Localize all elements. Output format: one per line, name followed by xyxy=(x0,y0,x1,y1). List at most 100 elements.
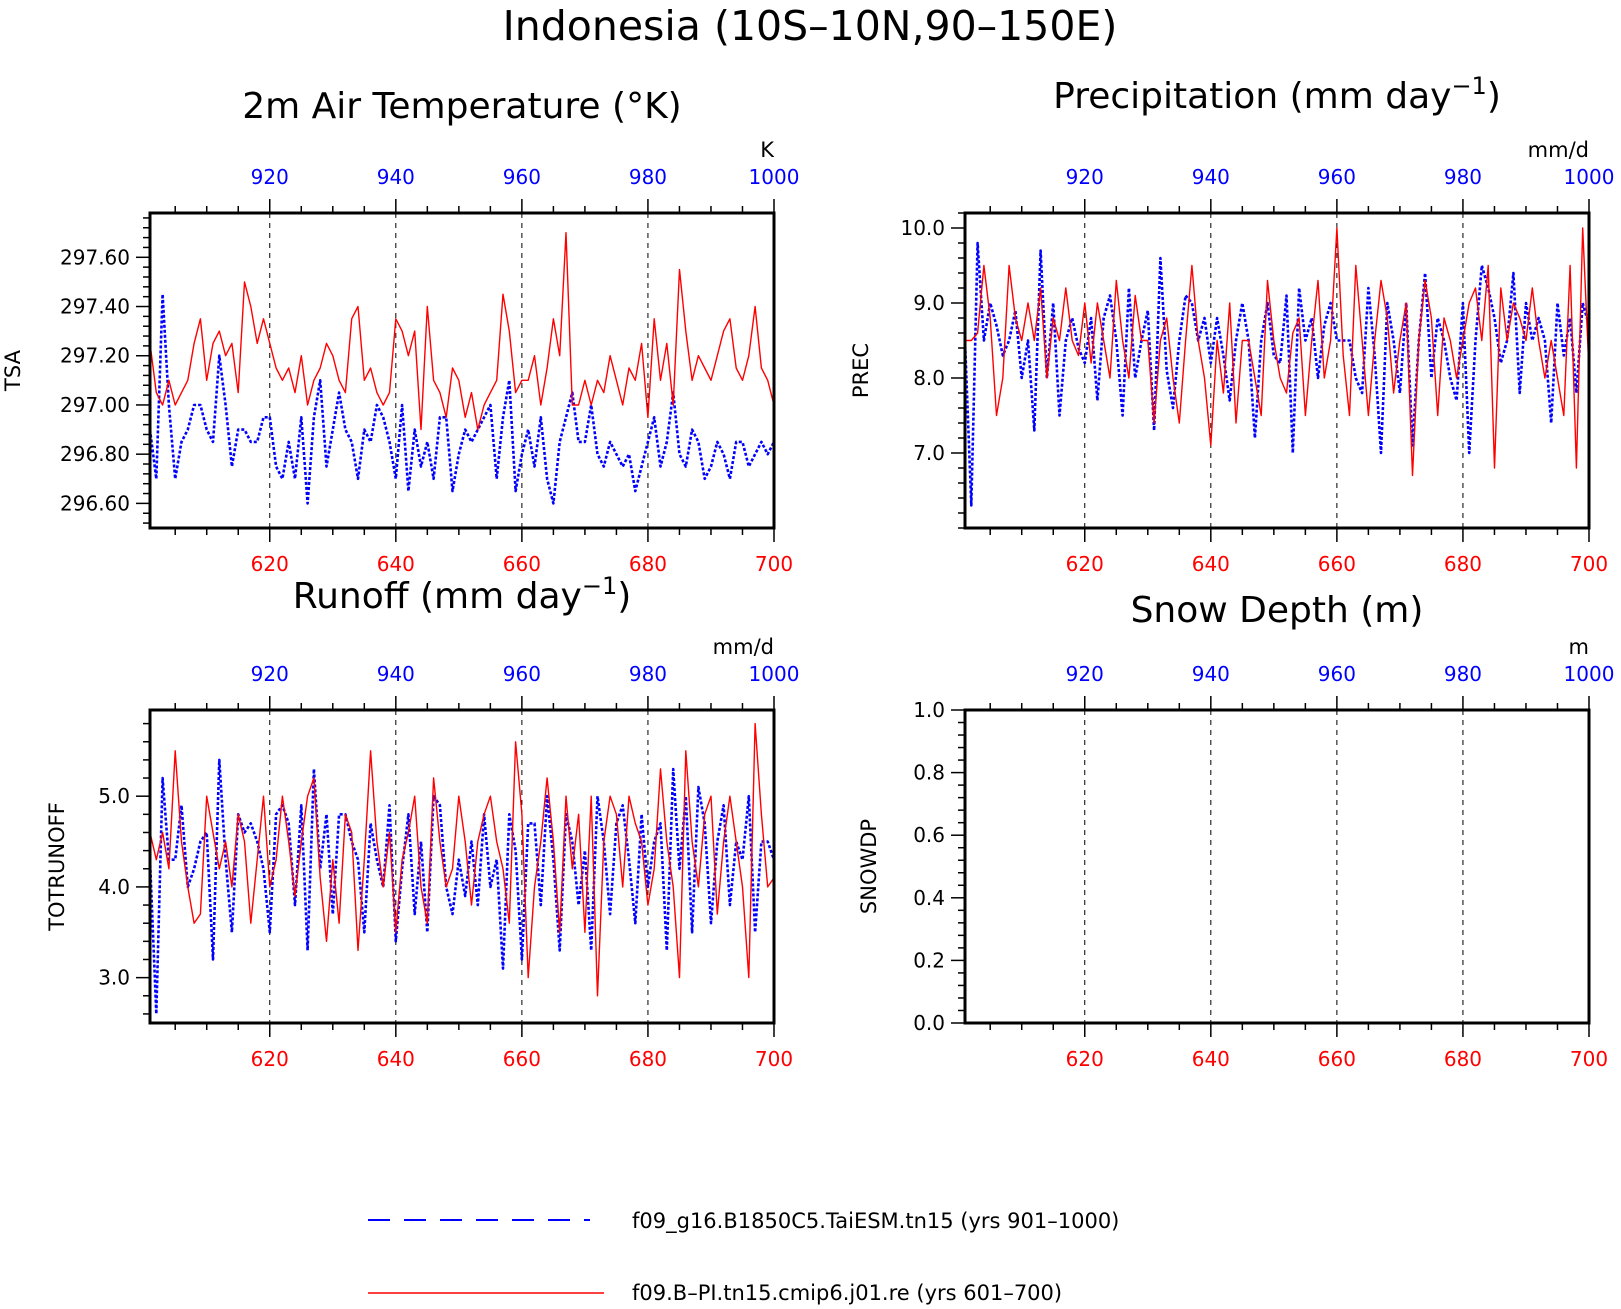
x-top-tick-label: 920 xyxy=(1066,662,1104,686)
x-top-tick-label: 980 xyxy=(629,662,667,686)
x-bottom-tick-label: 620 xyxy=(1066,552,1104,576)
panel-4: Snow Depth (m) m SNOWDP 620 640 660 680 700 920 9… xyxy=(857,590,1614,1071)
x-top-tick-label: 940 xyxy=(1192,662,1230,686)
y-tick-label: 0.6 xyxy=(913,823,945,847)
plot-area xyxy=(965,227,1589,507)
x-bottom-tick-label: 620 xyxy=(1066,1047,1104,1071)
unit-label: m xyxy=(1569,635,1589,659)
panel-title-end: ) xyxy=(1487,76,1501,117)
y-tick-label: 297.60 xyxy=(60,245,130,269)
x-top-tick-label: 960 xyxy=(1318,165,1356,189)
x-top-tick-label: 980 xyxy=(1444,165,1482,189)
y-tick-label: 297.20 xyxy=(60,344,130,368)
y-tick-label: 0.0 xyxy=(913,1011,945,1035)
x-bottom-tick-label: 700 xyxy=(755,552,793,576)
panel-title-superscript: −1 xyxy=(1451,72,1486,100)
x-bottom-tick-label: 660 xyxy=(1318,1047,1356,1071)
panel-title: Precipitation (mm day−1) xyxy=(1053,72,1501,117)
x-top-tick-label: 940 xyxy=(377,662,415,686)
plot-frame xyxy=(148,708,776,1025)
panel-title: Snow Depth (m) xyxy=(1131,590,1424,631)
x-bottom-tick-label: 660 xyxy=(1318,552,1356,576)
x-bottom-tick-label: 640 xyxy=(1192,1047,1230,1071)
y-tick-label: 0.2 xyxy=(913,948,945,972)
y-axis-label: TOTRUNOFF xyxy=(45,802,69,932)
panel-1: 2m Air Temperature (°K) K TSA 620 640 660 680 7… xyxy=(1,86,799,576)
series-line-taiesm xyxy=(150,758,774,1016)
series-line-taiesm xyxy=(150,292,774,505)
x-bottom-tick-label: 680 xyxy=(1444,1047,1482,1071)
x-top-tick-label: 1000 xyxy=(749,165,800,189)
x-bottom-tick-label: 660 xyxy=(503,552,541,576)
x-top-tick-label: 1000 xyxy=(1564,662,1615,686)
x-top-tick-label: 940 xyxy=(377,165,415,189)
x-bottom-tick-label: 620 xyxy=(251,1047,289,1071)
legend-label-1: f09_g16.B1850C5.TaiESM.tn15 (yrs 901–100… xyxy=(632,1209,1119,1234)
y-tick-label: 3.0 xyxy=(98,966,130,990)
x-bottom-tick-label: 640 xyxy=(1192,552,1230,576)
y-tick-label: 5.0 xyxy=(98,784,130,808)
x-bottom-tick-label: 640 xyxy=(377,1047,415,1071)
series-line-taiesm xyxy=(965,241,1589,507)
x-top-tick-label: 980 xyxy=(1444,662,1482,686)
x-bottom-tick-label: 660 xyxy=(503,1047,541,1071)
y-tick-label: 0.8 xyxy=(913,761,945,785)
y-tick-label: 296.60 xyxy=(60,491,130,515)
x-top-tick-label: 960 xyxy=(1318,662,1356,686)
x-bottom-tick-label: 700 xyxy=(1570,1047,1608,1071)
x-top-tick-label: 1000 xyxy=(749,662,800,686)
panel-title: Runoff (mm day−1) xyxy=(293,572,632,617)
x-bottom-tick-label: 700 xyxy=(1570,552,1608,576)
x-top-tick-label: 960 xyxy=(503,165,541,189)
series-line-cmip6 xyxy=(150,722,774,997)
y-tick-label: 10.0 xyxy=(900,216,945,240)
x-bottom-tick-label: 680 xyxy=(1444,552,1482,576)
y-tick-label: 7.0 xyxy=(913,441,945,465)
x-bottom-tick-label: 680 xyxy=(629,1047,667,1071)
y-axis-label: TSA xyxy=(1,349,25,392)
y-tick-label: 4.0 xyxy=(98,875,130,899)
main-title: Indonesia (10S–10N,90–150E) xyxy=(503,2,1118,50)
x-top-tick-label: 940 xyxy=(1192,165,1230,189)
x-bottom-tick-label: 640 xyxy=(377,552,415,576)
panel-3: Runoff (mm day−1) mm/d TOTRUNOFF 620 640 660 6… xyxy=(45,572,799,1071)
x-bottom-tick-label: 620 xyxy=(251,552,289,576)
panel-title-main: 2m Air Temperature (°K) xyxy=(242,86,681,127)
y-tick-label: 8.0 xyxy=(913,366,945,390)
unit-label: mm/d xyxy=(1528,138,1589,162)
plot-frame xyxy=(963,708,1591,1025)
x-bottom-tick-label: 700 xyxy=(755,1047,793,1071)
series-line-cmip6 xyxy=(965,227,1589,477)
y-tick-label: 297.00 xyxy=(60,393,130,417)
legend-label-2: f09.B–PI.tn15.cmip6.j01.re (yrs 601–700) xyxy=(632,1281,1062,1305)
panel-title-end: ) xyxy=(617,576,631,617)
y-tick-label: 0.4 xyxy=(913,886,945,910)
x-bottom-tick-label: 680 xyxy=(629,552,667,576)
x-top-tick-label: 960 xyxy=(503,662,541,686)
plot-frame xyxy=(148,211,776,530)
panel-title-main: Runoff (mm day xyxy=(293,576,582,617)
y-tick-label: 296.80 xyxy=(60,442,130,466)
y-tick-label: 1.0 xyxy=(913,698,945,722)
x-top-tick-label: 920 xyxy=(1066,165,1104,189)
legend: f09_g16.B1850C5.TaiESM.tn15 (yrs 901–100… xyxy=(368,1209,1119,1305)
series-line-cmip6 xyxy=(150,231,774,431)
panel-title-superscript: −1 xyxy=(582,572,617,600)
plot-area xyxy=(150,722,774,1016)
plot-area xyxy=(150,231,774,505)
x-top-tick-label: 920 xyxy=(251,165,289,189)
x-top-tick-label: 1000 xyxy=(1564,165,1615,189)
y-tick-label: 297.40 xyxy=(60,295,130,319)
plot-frame xyxy=(963,211,1591,530)
panel-title-main: Snow Depth (m) xyxy=(1131,590,1424,631)
panel-title-main: Precipitation (mm day xyxy=(1053,76,1451,117)
unit-label: K xyxy=(760,138,775,162)
panel-2: Precipitation (mm day−1) mm/d PREC 620 640 66… xyxy=(849,72,1614,576)
panel-title: 2m Air Temperature (°K) xyxy=(242,86,681,127)
y-axis-label: SNOWDP xyxy=(857,819,881,914)
unit-label: mm/d xyxy=(713,635,774,659)
x-top-tick-label: 920 xyxy=(251,662,289,686)
y-axis-label: PREC xyxy=(849,343,873,398)
y-tick-label: 9.0 xyxy=(913,291,945,315)
